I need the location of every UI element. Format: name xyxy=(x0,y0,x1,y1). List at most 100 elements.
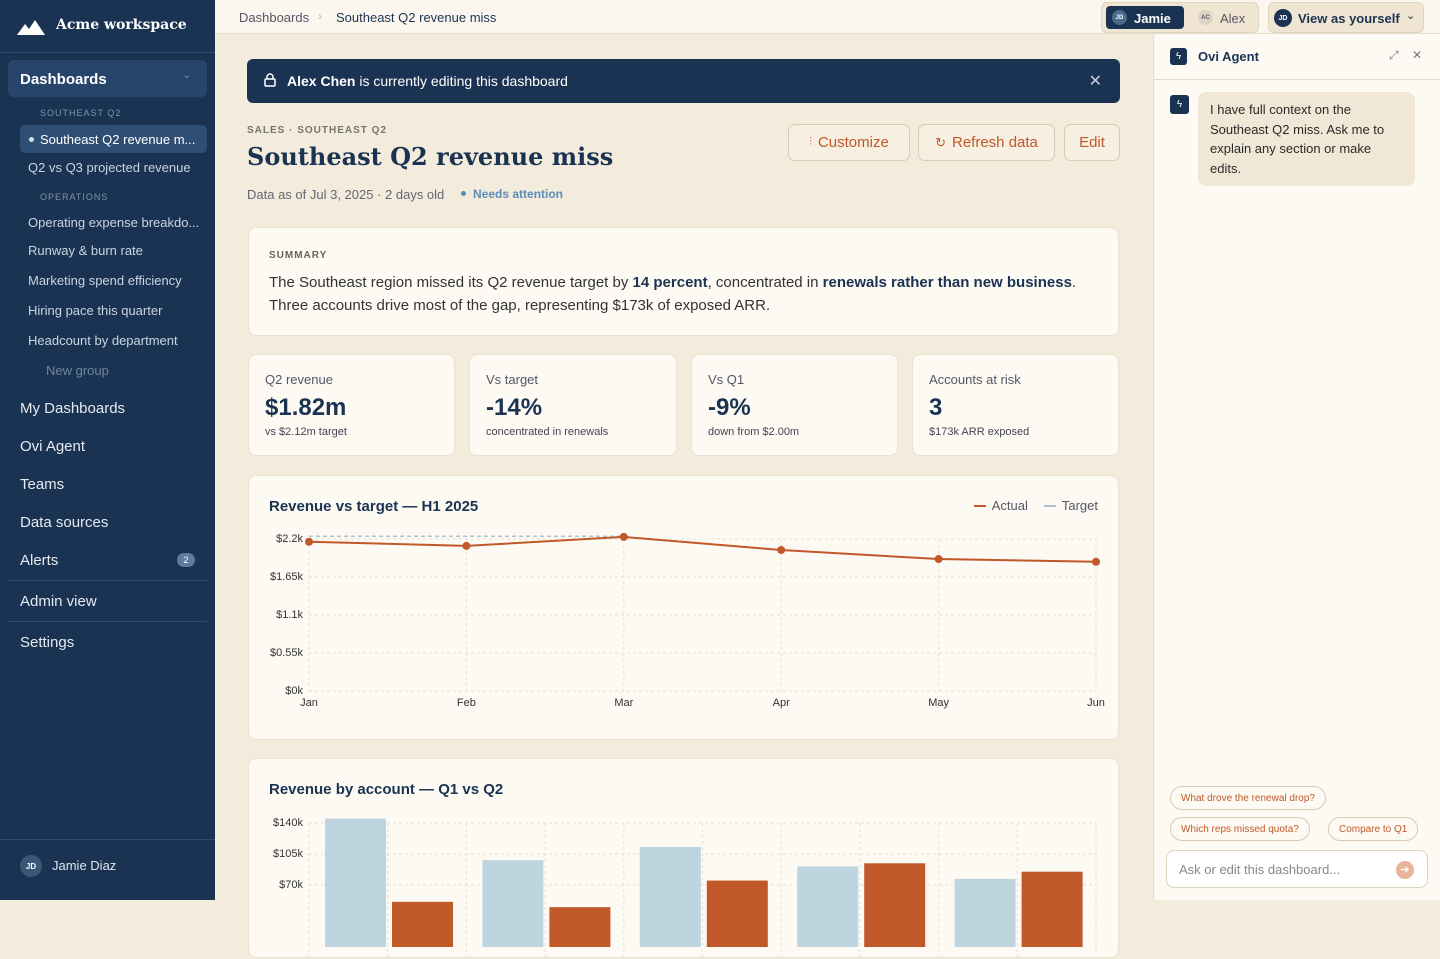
edit-banner: Alex Chen is currently editing this dash… xyxy=(247,59,1120,103)
section-label: Dashboards xyxy=(20,71,107,88)
legend: Actual Target xyxy=(973,498,1098,513)
agent-icon: ϟ xyxy=(1170,48,1187,65)
dot xyxy=(29,137,34,142)
nav-item[interactable]: Q2 vs Q3 projected revenue xyxy=(28,160,191,175)
chart-card: Revenue by account — Q1 vs Q2 $70k $105k $… xyxy=(248,758,1119,959)
page-title: Southeast Q2 revenue miss xyxy=(247,142,614,171)
group-label: SOUTHEAST Q2 xyxy=(40,108,122,118)
nav-link[interactable]: Teams xyxy=(20,476,65,493)
new-group[interactable]: New group xyxy=(46,363,109,378)
eyebrow: SALES · SOUTHEAST Q2 xyxy=(247,125,388,136)
agent-icon: ϟ xyxy=(1170,95,1189,114)
toggle-active[interactable]: JD Jamie xyxy=(1106,6,1184,29)
series-line xyxy=(308,535,1097,563)
bar xyxy=(392,901,453,947)
legend-label: Target xyxy=(1061,498,1098,513)
suggestion-chip[interactable]: Compare to Q1 xyxy=(1328,817,1419,841)
kpi-label: Q2 revenue xyxy=(265,372,333,387)
bar xyxy=(639,846,701,947)
text: The Southeast region missed its Q2 reven… xyxy=(269,274,633,291)
avatar: JD xyxy=(20,855,42,877)
x-tick-label: Mar xyxy=(614,697,633,709)
x-tick-label: Jan xyxy=(300,697,318,709)
close[interactable]: ✕ xyxy=(1088,73,1102,90)
y-tick-label: $0k xyxy=(285,685,303,697)
user-name[interactable]: Jamie Diaz xyxy=(52,858,117,873)
y-tick-label: $0.55k xyxy=(270,647,304,659)
avatar: JD xyxy=(1112,10,1127,25)
kpi-label: Vs target xyxy=(486,372,539,387)
active-item[interactable]: Southeast Q2 revenue m... xyxy=(20,125,207,153)
nav-link[interactable]: Settings xyxy=(20,634,75,651)
suggestion-chip[interactable]: What drove the renewal drop? xyxy=(1170,786,1326,810)
status-dot xyxy=(461,191,466,196)
kpi-sub: down from $2.00m xyxy=(708,426,800,438)
kpi-label: Accounts at risk xyxy=(929,372,1021,387)
user-toggle: JD Jamie AC Alex xyxy=(1101,2,1259,33)
chevron: ⌄ xyxy=(182,70,191,81)
suggestion-chip[interactable]: Which reps missed quota? xyxy=(1170,817,1310,841)
kpi-card: Vs target -14% concentrated in renewals xyxy=(469,354,677,456)
kpi-value: -14% xyxy=(486,394,543,421)
chevron: ⌄ xyxy=(1406,10,1416,22)
summary-label: SUMMARY xyxy=(269,250,328,261)
y-tick-label: $1.1k xyxy=(276,609,303,621)
summary-card: SUMMARY The Southeast region missed its … xyxy=(248,227,1119,336)
expand[interactable]: ⤢ xyxy=(1389,48,1399,62)
kpi-value: 3 xyxy=(929,394,943,421)
summary-text: The Southeast region missed its Q2 reven… xyxy=(269,271,1099,317)
nav-item[interactable]: Runway & burn rate xyxy=(28,243,143,258)
customize-button[interactable]: ⫶ Customize xyxy=(788,124,910,161)
bar-chart: $70k $105k $140k xyxy=(273,817,1097,959)
breadcrumb[interactable]: Dashboards xyxy=(239,10,310,25)
legend-item: Actual xyxy=(973,498,1028,513)
nav-item[interactable]: Marketing spend efficiency xyxy=(28,273,182,288)
bar xyxy=(864,863,926,947)
nav-link[interactable]: My Dashboards xyxy=(20,400,126,417)
close[interactable]: ✕ xyxy=(1412,48,1423,62)
banner-message: is currently editing this dashboard xyxy=(359,73,568,89)
view-as[interactable]: JD View as yourself ⌄ xyxy=(1268,2,1424,33)
topbar: Dashboards › Southeast Q2 revenue miss J… xyxy=(215,0,1440,34)
bar xyxy=(797,866,859,947)
nav-link[interactable]: Data sources xyxy=(20,514,109,531)
section-toggle[interactable]: Dashboards ⌄ xyxy=(8,60,207,97)
agent-message: I have full context on the Southeast Q2 … xyxy=(1198,92,1415,186)
refresh-button[interactable]: ↻ Refresh data xyxy=(918,124,1055,161)
kpi-sub: concentrated in renewals xyxy=(486,426,609,438)
button-label: Refresh data xyxy=(952,134,1038,151)
meta: Data as of Jul 3, 2025 · 2 days old xyxy=(247,187,445,202)
kpi-sub: vs $2.12m target xyxy=(265,426,347,438)
nav-link[interactable]: Ovi Agent xyxy=(20,438,86,455)
chart-title: Revenue vs target — H1 2025 xyxy=(269,498,479,515)
kpi-value: -9% xyxy=(708,394,751,421)
kpi-sub: $173k ARR exposed xyxy=(929,426,1030,438)
nav-item[interactable]: Hiring pace this quarter xyxy=(28,303,163,318)
bar xyxy=(549,907,611,947)
highlight: renewals rather than new business xyxy=(822,274,1072,291)
divider xyxy=(0,52,215,53)
logo xyxy=(17,20,45,35)
nav-item[interactable]: Operating expense breakdo... xyxy=(28,215,200,230)
user-label: Jamie xyxy=(1134,11,1171,26)
text: , concentrated in xyxy=(707,274,823,291)
divider xyxy=(8,580,207,581)
x-tick-label: Apr xyxy=(773,697,790,709)
user-label[interactable]: Alex xyxy=(1220,11,1246,26)
nav-link[interactable]: Alerts xyxy=(20,552,59,569)
agent-input[interactable]: Ask or edit this dashboard... ➔ xyxy=(1166,850,1428,888)
editor-name: Alex Chen xyxy=(287,73,356,89)
avatar: JD xyxy=(1274,9,1292,27)
bar xyxy=(954,878,1016,947)
divider xyxy=(8,621,207,622)
nav-item[interactable]: Headcount by department xyxy=(28,333,178,348)
edit-button[interactable]: Edit xyxy=(1064,124,1120,161)
data-point xyxy=(777,546,786,555)
send-button[interactable]: ➔ xyxy=(1396,861,1414,879)
legend-swatch xyxy=(1043,504,1056,507)
data-point xyxy=(619,532,628,541)
y-tick-label: $140k xyxy=(273,817,303,829)
nav-link[interactable]: Admin view xyxy=(20,593,97,610)
